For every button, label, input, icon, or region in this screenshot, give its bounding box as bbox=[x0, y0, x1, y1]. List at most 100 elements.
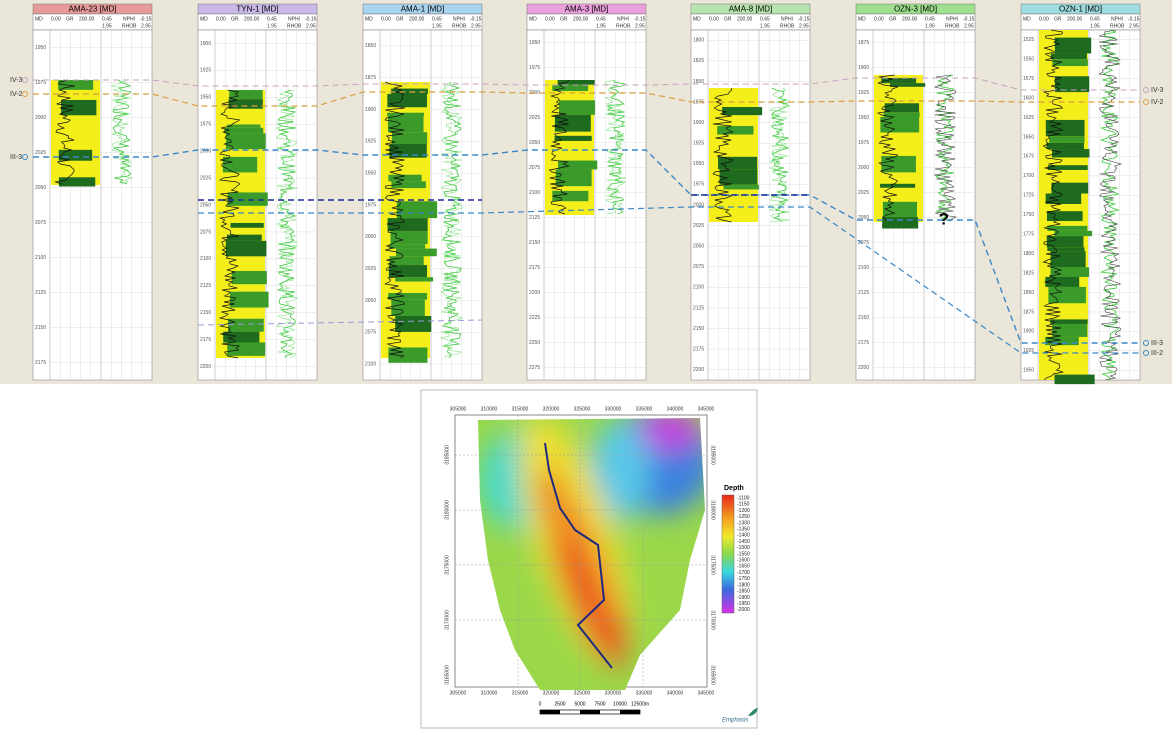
depth-label: 1950 bbox=[529, 40, 540, 46]
gr-shale bbox=[1052, 324, 1087, 337]
scale-label: 5000 bbox=[574, 701, 585, 707]
depth-label: 2125 bbox=[200, 283, 211, 289]
depth-label: 2125 bbox=[529, 215, 540, 221]
depth-label: 2200 bbox=[200, 364, 211, 370]
depth-label: 2000 bbox=[858, 165, 869, 171]
depth-label: 1950 bbox=[200, 95, 211, 101]
map-y-tick: 3165000 bbox=[444, 665, 450, 685]
gr-fill bbox=[874, 75, 923, 222]
depth-label: 2050 bbox=[693, 244, 704, 250]
map-x-tick: 315000 bbox=[512, 406, 529, 412]
map-x-tick: 345000 bbox=[698, 690, 715, 696]
depth-label: 2200 bbox=[858, 365, 869, 371]
track-header-label: MD bbox=[365, 16, 373, 22]
gr-shale bbox=[1052, 59, 1087, 66]
map-x-tick: 325000 bbox=[574, 406, 591, 412]
depth-label: 1800 bbox=[693, 38, 704, 44]
gr-shale bbox=[1055, 375, 1095, 385]
track-header-label: RHOB bbox=[780, 23, 795, 29]
track-header-label: 200.00 bbox=[1067, 16, 1083, 22]
track-header-label: GR bbox=[396, 16, 404, 22]
track-header-label: 2.95 bbox=[141, 23, 151, 29]
depth-label: 2025 bbox=[200, 175, 211, 181]
gr-shale bbox=[556, 169, 592, 186]
well-name: OZN-3 [MD] bbox=[894, 5, 937, 14]
scale-bar-segment bbox=[580, 710, 600, 714]
depth-label: 2075 bbox=[35, 220, 46, 226]
track-header-label: MD bbox=[693, 16, 701, 22]
map-y-tick: 3175000 bbox=[710, 555, 716, 575]
track-header-label: -0.15 bbox=[963, 16, 975, 22]
legend-value: -1850 bbox=[737, 589, 750, 595]
track-header-label: -0.15 bbox=[798, 16, 810, 22]
depth-label: 2025 bbox=[35, 150, 46, 156]
well-track: AMA-8 [MD]MD0.00GR200.000.45NPHI-0.151.9… bbox=[691, 4, 810, 380]
depth-label: 1875 bbox=[858, 40, 869, 46]
legend-value: -1600 bbox=[737, 558, 750, 564]
depth-label: 2175 bbox=[693, 346, 704, 352]
depth-label: 2250 bbox=[529, 340, 540, 346]
track-header-label: RHOB bbox=[1110, 23, 1125, 29]
legend-value: -1700 bbox=[737, 570, 750, 576]
legend-value: -1750 bbox=[737, 576, 750, 582]
gr-shale bbox=[720, 169, 758, 184]
gr-shale bbox=[388, 293, 427, 300]
depth-label: 1900 bbox=[693, 120, 704, 126]
track-header-label: 2.95 bbox=[635, 23, 645, 29]
depth-label: 2025 bbox=[365, 266, 376, 272]
page: AMA-23 [MD]MD0.00GR200.000.45NPHI-0.151.… bbox=[0, 0, 1172, 734]
gr-shale bbox=[224, 128, 263, 134]
depth-label: 1850 bbox=[1023, 290, 1034, 296]
horizon-label: IV-3 bbox=[10, 77, 23, 84]
gr-shale bbox=[882, 217, 918, 228]
track-header-label: 0.45 bbox=[432, 16, 442, 22]
gr-shale bbox=[890, 83, 925, 87]
track-header-label: MD bbox=[858, 16, 866, 22]
horizon-label: III-2 bbox=[1151, 350, 1163, 357]
gr-shale bbox=[59, 177, 95, 186]
depth-label: 2150 bbox=[35, 325, 46, 331]
track-header-label: 0.45 bbox=[1090, 16, 1100, 22]
gr-shale bbox=[391, 300, 425, 316]
depth-label: 2100 bbox=[200, 256, 211, 262]
gr-shale bbox=[395, 277, 433, 281]
map-x-tick: 325000 bbox=[574, 690, 591, 696]
gr-shale bbox=[1048, 287, 1085, 303]
scale-label: 0 bbox=[539, 701, 542, 707]
track-header-label: 0.00 bbox=[51, 16, 61, 22]
gr-shale bbox=[388, 347, 427, 362]
gr-shale bbox=[387, 113, 424, 116]
depth-label: 2075 bbox=[200, 229, 211, 235]
depth-label: 2125 bbox=[858, 290, 869, 296]
horizon-label: IV-2 bbox=[10, 91, 23, 98]
scale-label: 10000 bbox=[613, 701, 627, 707]
legend-value: -1500 bbox=[737, 545, 750, 551]
track-header-label: 1.95 bbox=[925, 23, 935, 29]
depth-label: 1925 bbox=[858, 90, 869, 96]
scale-bar-segment bbox=[620, 710, 640, 714]
gr-shale bbox=[389, 256, 423, 265]
track-header-label: -0.15 bbox=[1128, 16, 1140, 22]
track-header-label: -0.15 bbox=[634, 16, 646, 22]
depth-label: 1525 bbox=[1023, 37, 1034, 43]
depth-label: 1925 bbox=[200, 68, 211, 74]
well-name: AMA-23 [MD] bbox=[68, 5, 116, 14]
well-panel: AMA-23 [MD]MD0.00GR200.000.45NPHI-0.151.… bbox=[33, 4, 1140, 384]
gr-shale bbox=[389, 244, 425, 248]
scale-bar-segment bbox=[540, 710, 560, 714]
track-header-label: -0.15 bbox=[305, 16, 317, 22]
legend-value: -1350 bbox=[737, 526, 750, 532]
map-x-tick: 340000 bbox=[667, 690, 684, 696]
gr-shale bbox=[1051, 183, 1088, 194]
track-header-label: 200.00 bbox=[902, 16, 918, 22]
depth-label: 2150 bbox=[858, 315, 869, 321]
depth-label: 1550 bbox=[1023, 56, 1034, 62]
well-track: AMA-3 [MD]MD0.00GR200.000.45NPHI-0.151.9… bbox=[527, 4, 646, 380]
gr-shale bbox=[1047, 247, 1084, 251]
gr-shale bbox=[552, 191, 588, 201]
depth-label: 1850 bbox=[365, 43, 376, 49]
track-header-label: GR bbox=[724, 16, 732, 22]
track-header-label: 0.45 bbox=[596, 16, 606, 22]
gr-shale bbox=[555, 115, 591, 132]
